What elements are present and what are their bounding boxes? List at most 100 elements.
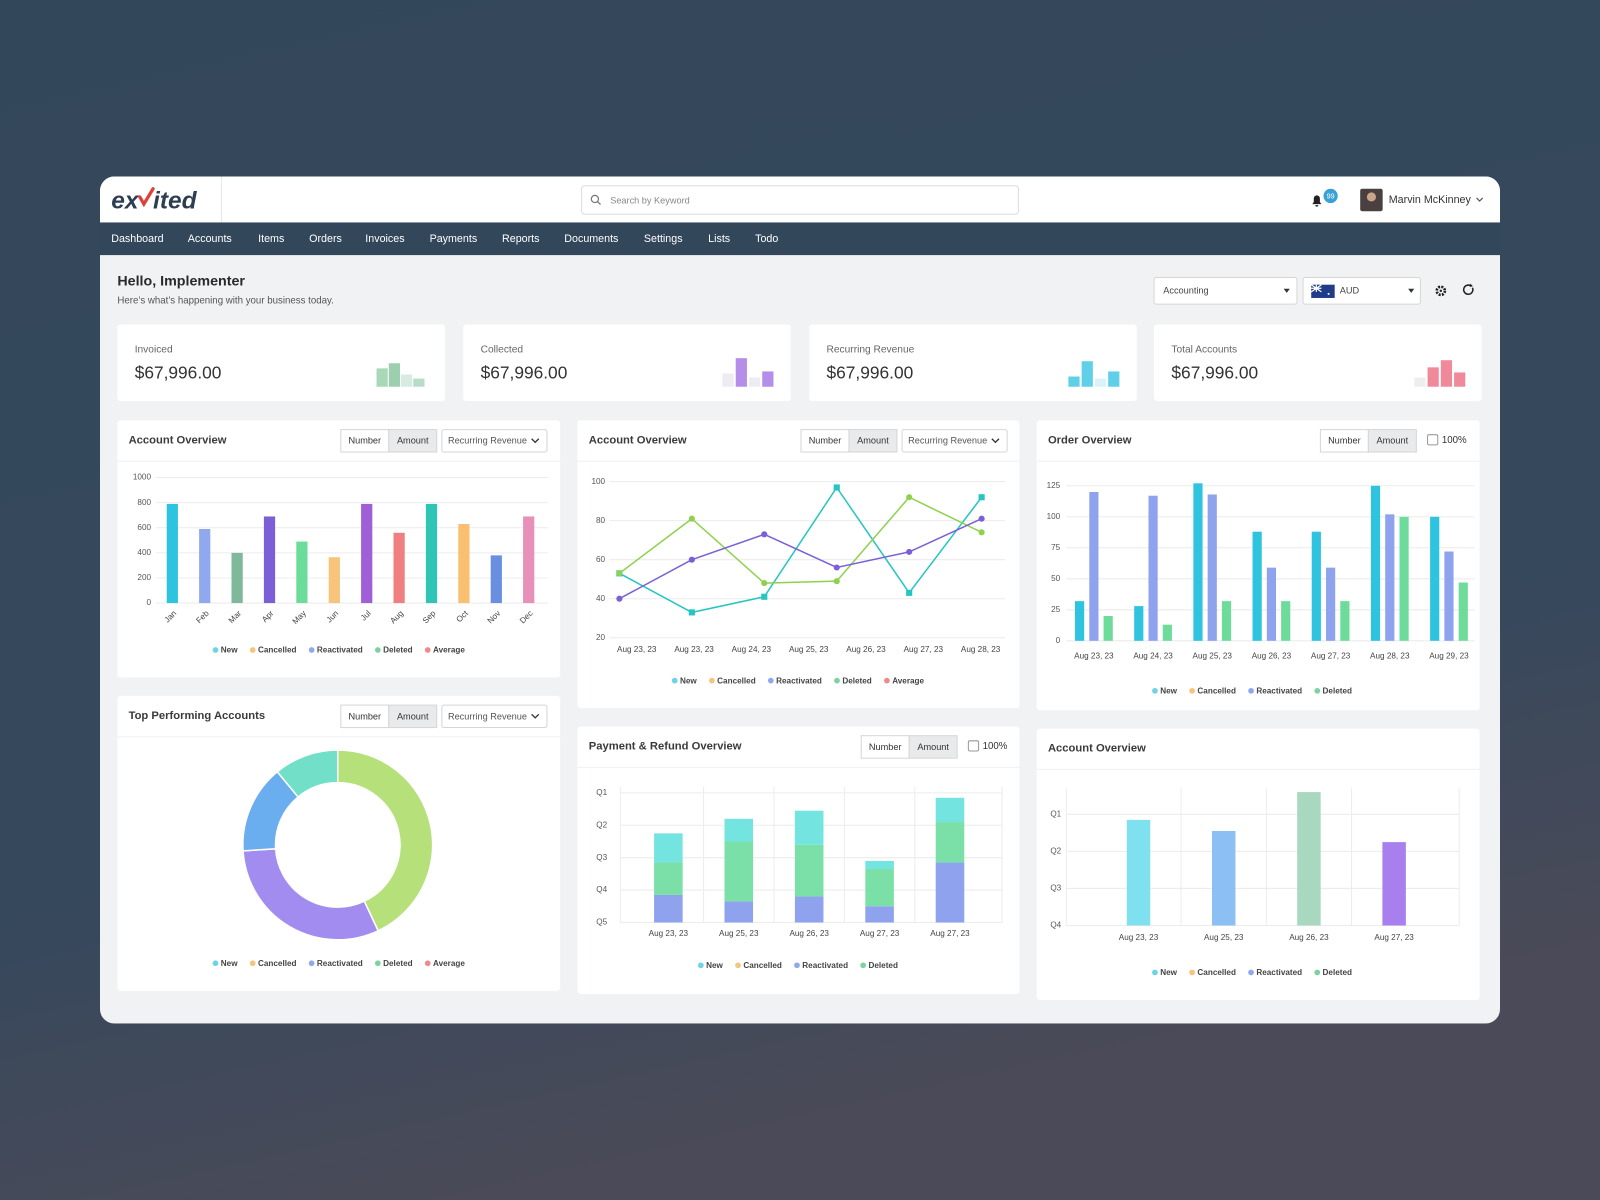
x-tick-label: Aug 27, 23 — [1374, 933, 1414, 942]
legend-marker — [1152, 687, 1158, 694]
bar — [1148, 495, 1158, 641]
kpi-sparklines — [376, 358, 1466, 387]
y-tick-label: 125 — [1047, 481, 1061, 490]
legend-label: Reactivated — [317, 959, 363, 968]
panel — [117, 420, 561, 678]
legend-label: New — [1160, 686, 1177, 695]
point — [761, 580, 768, 587]
bar — [328, 557, 340, 604]
legend-marker — [860, 962, 867, 969]
nav-item[interactable]: Items — [258, 233, 284, 245]
toggle-label: Amount — [857, 436, 889, 446]
chevron — [991, 438, 1000, 444]
toggle-label: Amount — [397, 436, 429, 446]
toggle-amount[interactable] — [848, 429, 898, 453]
nav-item[interactable]: Payments — [430, 233, 478, 245]
legend-marker — [308, 960, 315, 967]
toggle-amount[interactable] — [388, 704, 438, 729]
legend-label: New — [1160, 968, 1177, 977]
nav-item[interactable]: Orders — [309, 233, 342, 245]
bar-segment — [654, 833, 683, 863]
x-tick-label: Aug 26, 23 — [846, 645, 886, 654]
bar — [1126, 819, 1151, 926]
dropdown[interactable] — [441, 429, 548, 453]
y-tick-label: Q5 — [596, 918, 607, 927]
bar — [1385, 514, 1395, 641]
bar — [361, 503, 373, 604]
y-tick-label: 600 — [137, 523, 151, 532]
legend-marker — [1248, 687, 1254, 694]
y-tick-label: 20 — [596, 633, 606, 642]
legend-marker — [308, 647, 315, 653]
notification-badge — [1323, 188, 1338, 204]
point — [833, 484, 840, 491]
kpi-card — [463, 324, 791, 402]
module-value: Accounting — [1163, 286, 1208, 296]
chevron — [1476, 197, 1484, 202]
settings-icon[interactable] — [1435, 285, 1447, 297]
x-tick-label: Aug 25, 23 — [1193, 651, 1233, 660]
legend-label: Deleted — [1323, 968, 1352, 977]
panel-title: Payment & Refund Overview — [589, 740, 742, 752]
y-tick-label: 0 — [146, 598, 151, 607]
nav-item[interactable]: Settings — [644, 233, 683, 245]
legend-label: Deleted — [383, 646, 412, 655]
legend-marker — [671, 677, 678, 684]
point — [978, 515, 985, 522]
bar — [1382, 842, 1406, 926]
toggle-label: Number — [869, 742, 902, 752]
nav-item[interactable]: Lists — [708, 233, 730, 245]
y-tick-label: Q4 — [1050, 921, 1061, 930]
search-placeholder: Search by Keyword — [610, 195, 690, 205]
module-select[interactable] — [1153, 277, 1298, 305]
legend-label: New — [221, 959, 238, 968]
search-icon — [597, 201, 601, 206]
user-name[interactable]: Marvin McKinney — [1389, 194, 1472, 206]
point — [906, 494, 913, 501]
nav-item[interactable]: Todo — [755, 233, 778, 245]
bar — [1211, 830, 1236, 926]
point — [906, 589, 913, 596]
toggle-amount[interactable] — [1367, 429, 1417, 453]
nav-item[interactable]: Documents — [564, 233, 618, 245]
toggle-label: Amount — [397, 711, 429, 721]
settings-icon — [1439, 289, 1443, 293]
kpi-card — [809, 324, 1137, 402]
y-tick-label: 25 — [1051, 605, 1061, 614]
refresh-icon[interactable] — [1462, 284, 1474, 296]
kpi-value: $67,996.00 — [827, 363, 914, 383]
checkbox[interactable] — [967, 740, 980, 752]
toggle-amount[interactable] — [388, 429, 438, 453]
bar-segment — [865, 869, 894, 907]
nav-item[interactable]: Dashboard — [111, 233, 163, 245]
bar — [1430, 516, 1440, 641]
x-tick-label: Aug 28, 23 — [1370, 651, 1410, 660]
toggle-amount[interactable] — [908, 735, 958, 759]
kpi-value: $67,996.00 — [135, 363, 222, 383]
dropdown[interactable] — [441, 704, 548, 729]
legend-marker — [424, 647, 431, 653]
dropdown[interactable] — [901, 429, 1008, 453]
legend-marker — [834, 677, 840, 684]
kpi-card — [1154, 324, 1482, 402]
nav-item[interactable]: Invoices — [365, 233, 404, 245]
bar-segment — [794, 896, 824, 923]
greeting-title: Hello, Implementer — [117, 273, 245, 289]
brand: ex — [111, 188, 140, 215]
legend-label: Cancelled — [1197, 968, 1236, 977]
legend-marker — [1152, 969, 1158, 976]
bell-icon[interactable] — [1312, 195, 1322, 207]
checkbox[interactable] — [1427, 434, 1439, 446]
search-box[interactable] — [581, 185, 1019, 215]
legend-marker — [884, 677, 890, 684]
legend-marker — [424, 960, 431, 967]
point — [616, 570, 623, 577]
nav-item[interactable]: Accounts — [188, 233, 232, 245]
legend-marker — [212, 647, 219, 653]
chevron — [1408, 288, 1415, 293]
y-tick-label: Q2 — [1050, 847, 1061, 856]
bar-segment — [794, 810, 824, 845]
nav-item[interactable]: Reports — [502, 233, 539, 245]
x-tick-label: Aug 26, 23 — [789, 929, 829, 938]
